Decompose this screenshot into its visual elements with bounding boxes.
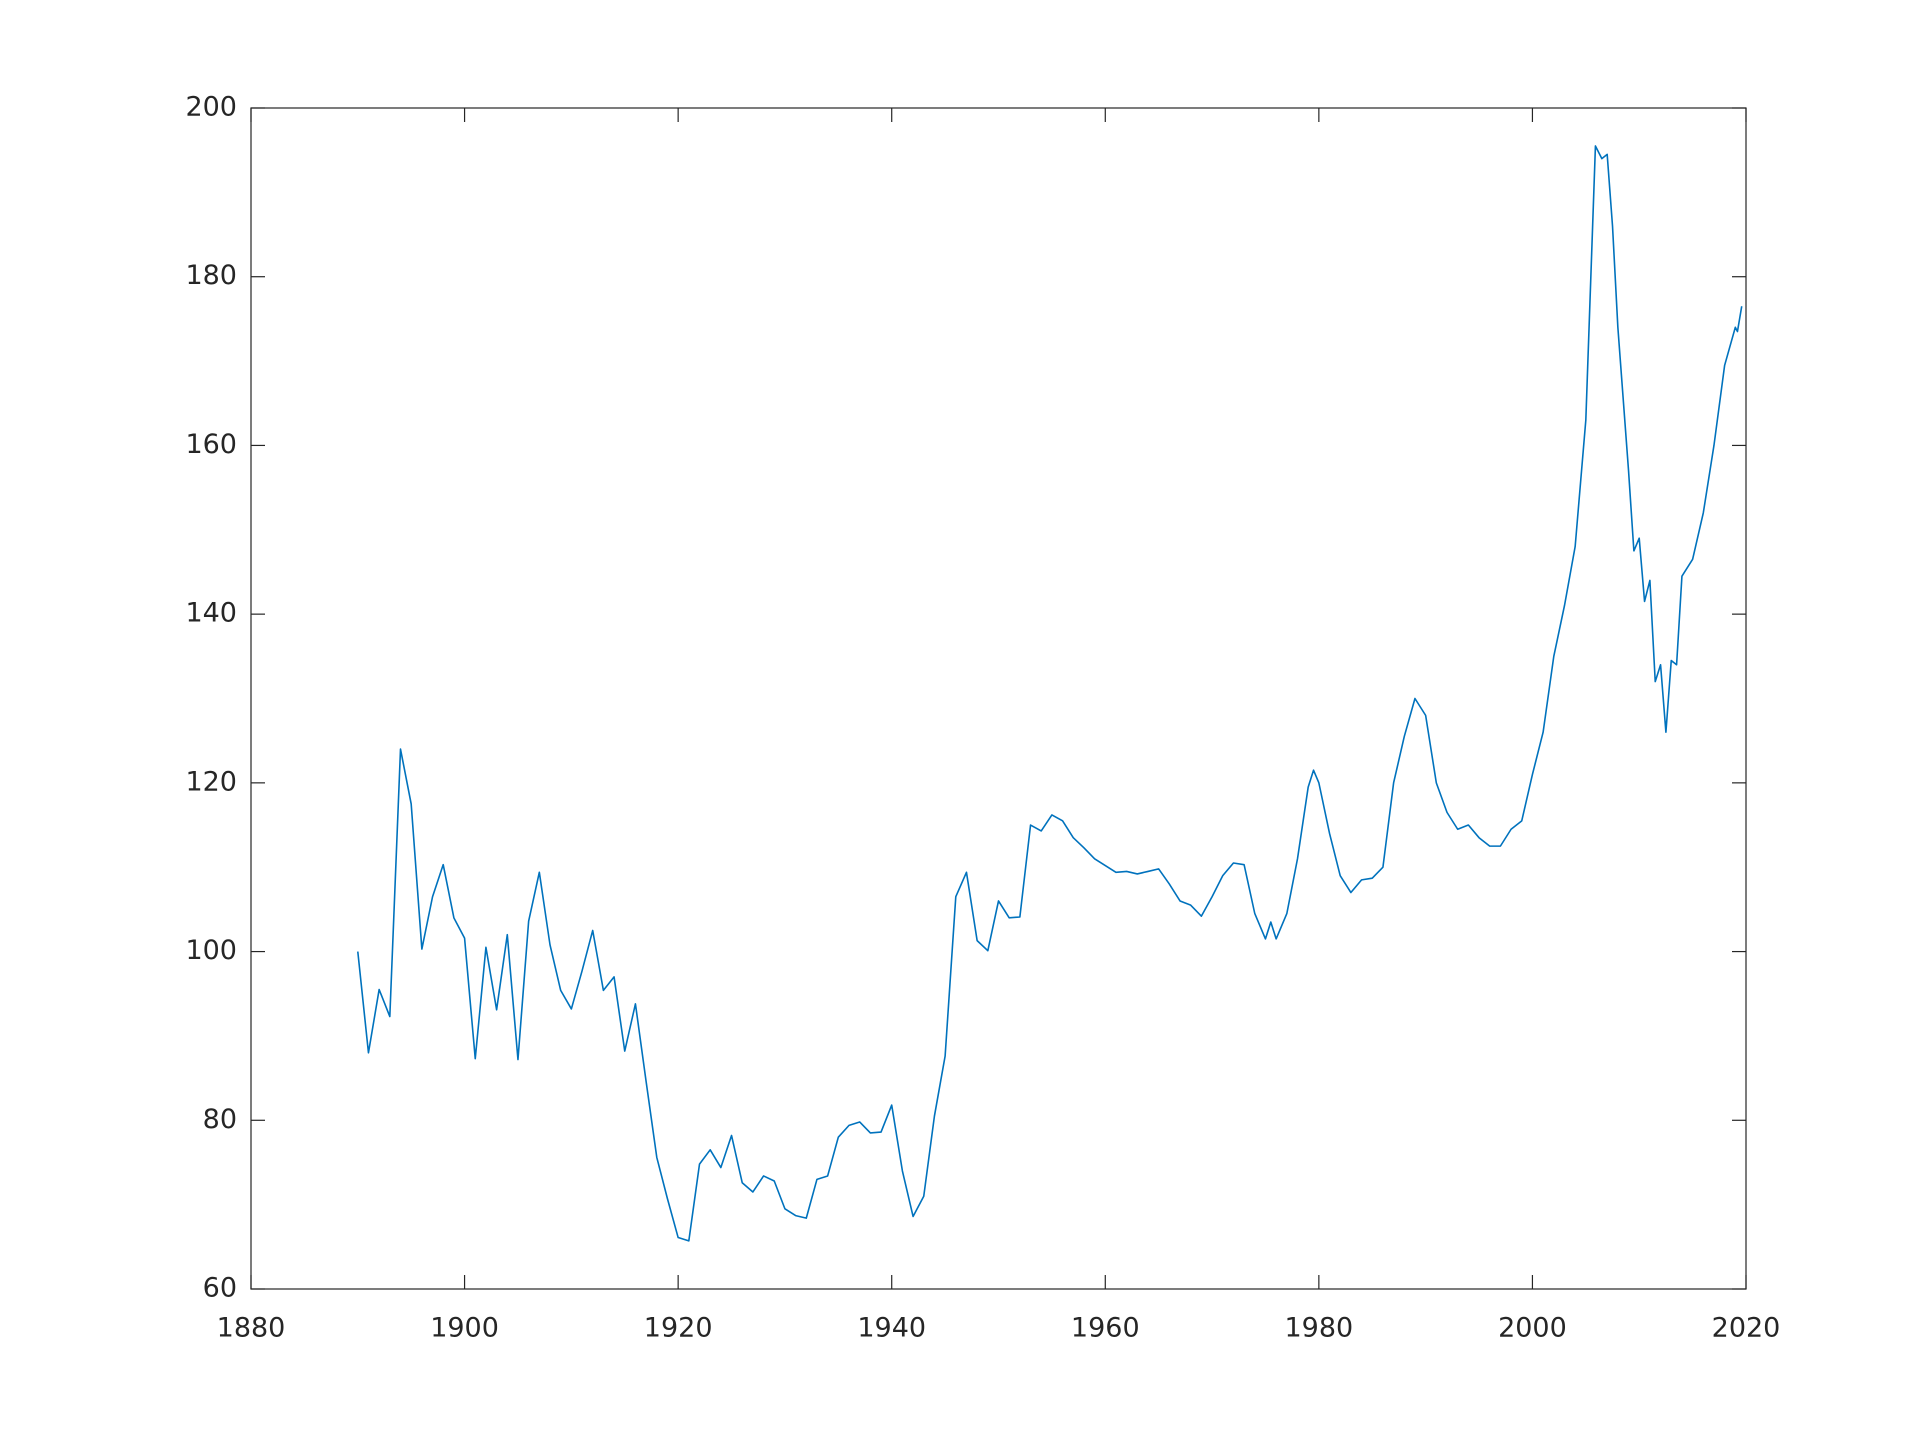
axes-box (250, 107, 1747, 1290)
x-tick-label: 1920 (644, 1313, 713, 1344)
x-tick-label: 1880 (217, 1313, 286, 1344)
x-tick-label: 1940 (857, 1313, 926, 1344)
y-tick-label: 140 (185, 598, 237, 629)
x-tick-label: 1900 (430, 1313, 499, 1344)
data-line (356, 145, 1743, 1242)
x-tick-label: 1960 (1071, 1313, 1140, 1344)
y-tick-label: 200 (185, 92, 237, 123)
x-tick-label: 2020 (1712, 1313, 1781, 1344)
y-tick-label: 60 (203, 1273, 237, 1304)
y-tick-label: 180 (185, 260, 237, 291)
y-tick-label: 80 (203, 1104, 237, 1135)
x-tick-label: 1980 (1284, 1313, 1353, 1344)
y-tick-label: 160 (185, 429, 237, 460)
y-tick-label: 100 (185, 935, 237, 966)
y-tick-label: 120 (185, 766, 237, 797)
x-tick-label: 2000 (1498, 1313, 1567, 1344)
